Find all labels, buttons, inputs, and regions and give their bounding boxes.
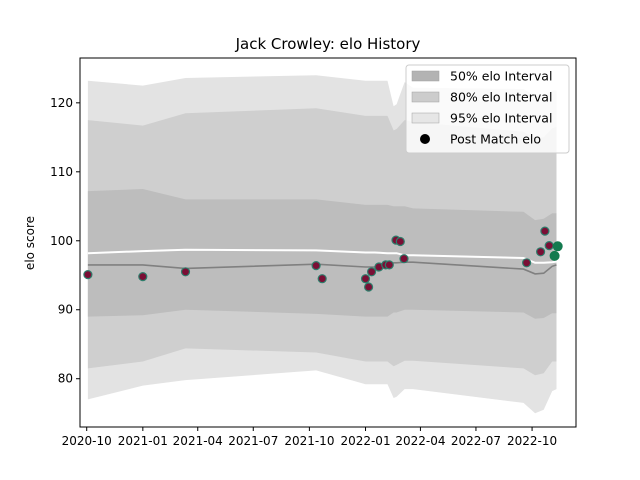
x-tick-label: 2022-04 [395, 434, 445, 448]
post-match-point [521, 258, 532, 268]
legend-label: 50% elo Interval [450, 69, 552, 84]
legend-label: 80% elo Interval [450, 90, 552, 105]
post-match-point [395, 236, 405, 247]
post-match-point [360, 274, 371, 284]
x-tick-label: 2022-10 [507, 434, 557, 448]
band-50-interval [87, 189, 557, 319]
post-match-point [367, 267, 377, 277]
post-match-point [544, 241, 554, 251]
post-match-point [364, 282, 374, 292]
post-match-point [384, 260, 394, 270]
post-match-point [535, 247, 546, 257]
post-match-point [83, 270, 93, 280]
x-tick-label: 2020-10 [62, 434, 112, 448]
x-tick-label: 2021-10 [284, 434, 334, 448]
x-tick-label: 2022-07 [451, 434, 501, 448]
upcoming-point [549, 250, 560, 261]
post-match-point [138, 272, 148, 282]
x-tick-label: 2022-01 [340, 434, 390, 448]
plot-area [83, 75, 563, 414]
post-match-point [311, 261, 321, 271]
median-line [87, 261, 557, 275]
legend-label: Post Match elo [450, 132, 541, 147]
axes: 2020-10 2021-01 2021-04 2021-07 2021-10 2022-… [50, 57, 577, 448]
y-axis-label: elo score [23, 216, 37, 270]
y-tick-label: 90 [58, 303, 73, 317]
plot-frame [79, 57, 577, 428]
legend-box [405, 64, 570, 154]
post-match-point [399, 254, 409, 264]
legend-swatch [411, 91, 440, 103]
legend: 50% elo Interval 80% elo Interval 95% elo … [405, 64, 570, 154]
legend-label: 95% elo Interval [450, 111, 552, 126]
y-tick-label: 80 [58, 372, 73, 386]
y-tick-label: 100 [50, 234, 73, 248]
x-tick-label: 2021-07 [228, 434, 278, 448]
legend-swatch [411, 70, 440, 82]
y-tick-label: 110 [50, 165, 73, 179]
mean-line [87, 248, 557, 264]
post-match-point [180, 267, 191, 277]
post-match-point [317, 274, 327, 284]
legend-swatch [411, 112, 440, 124]
y-tick-label: 120 [50, 96, 73, 110]
upcoming-point [552, 241, 563, 252]
x-tick-label: 2021-01 [118, 434, 168, 448]
chart-title: Jack Crowley: elo History [235, 35, 421, 53]
legend-marker [420, 134, 430, 144]
x-tick-label: 2021-04 [173, 434, 223, 448]
post-match-point [540, 226, 550, 236]
